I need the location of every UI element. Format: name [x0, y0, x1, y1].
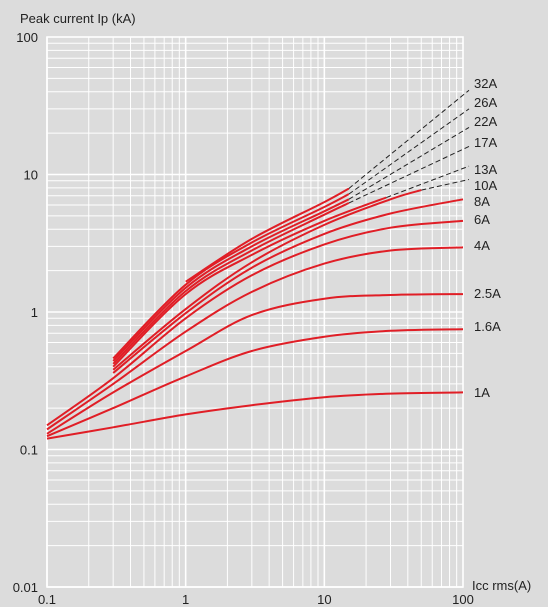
y-tick-label: 1 — [31, 305, 38, 320]
series-line-8A — [112, 198, 464, 374]
series-line-17A — [112, 202, 350, 365]
extension-line-10A — [421, 178, 470, 191]
y-tick-label: 10 — [24, 168, 38, 183]
series-line-1A — [46, 391, 464, 440]
series-label-1A: 1A — [474, 385, 490, 400]
series-label-1.6A: 1.6A — [474, 319, 501, 334]
series-line-2.5A — [46, 293, 464, 435]
series-line-13A — [112, 196, 387, 368]
extension-line-17A — [348, 145, 470, 204]
y-tick-label: 100 — [16, 30, 38, 45]
plot-frame — [46, 36, 464, 588]
plot-border — [46, 36, 464, 588]
extension-line-26A — [348, 108, 470, 195]
y-tick-label: 0.1 — [20, 443, 38, 458]
series-label-17A: 17A — [474, 135, 497, 150]
y-tick-label: 0.01 — [13, 580, 38, 595]
series-line-4A — [46, 246, 464, 431]
series-label-13A: 13A — [474, 162, 497, 177]
series-label-2.5A: 2.5A — [474, 286, 501, 301]
x-axis-label: Icc rms(A) — [472, 578, 531, 593]
series-label-4A: 4A — [474, 238, 490, 253]
series-lines — [46, 187, 464, 440]
extension-line-13A — [386, 165, 470, 198]
extension-lines — [348, 89, 470, 204]
series-line-32A — [185, 187, 350, 283]
series-label-8A: 8A — [474, 194, 490, 209]
extension-line-22A — [348, 126, 470, 200]
series-label-32A: 32A — [474, 76, 497, 91]
series-label-6A: 6A — [474, 212, 490, 227]
x-tick-label: 1 — [182, 592, 189, 607]
grid — [46, 37, 463, 588]
series-line-1.6A — [46, 328, 464, 438]
extension-line-32A — [348, 89, 470, 189]
series-label-22A: 22A — [474, 114, 497, 129]
x-tick-label: 100 — [452, 592, 474, 607]
x-tick-label: 0.1 — [38, 592, 56, 607]
series-line-6A — [46, 219, 464, 427]
series-label-10A: 10A — [474, 178, 497, 193]
series-label-26A: 26A — [474, 95, 497, 110]
series-line-26A — [112, 193, 350, 360]
series-line-22A — [112, 198, 350, 362]
series-line-10A — [112, 189, 422, 371]
y-axis-label: Peak current Ip (kA) — [20, 11, 136, 26]
x-tick-label: 10 — [317, 592, 331, 607]
